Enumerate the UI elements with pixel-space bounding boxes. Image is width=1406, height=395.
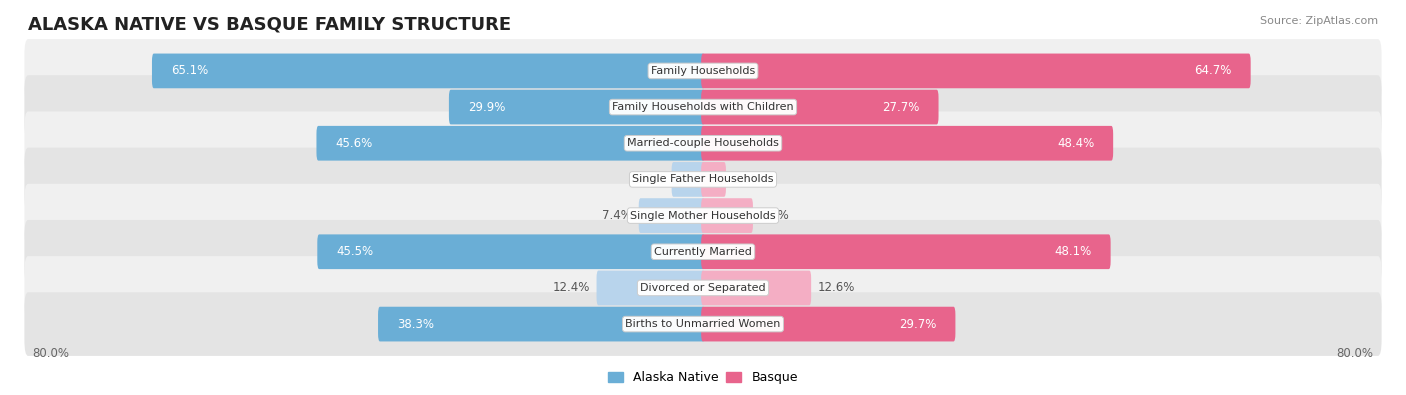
- Text: 5.7%: 5.7%: [759, 209, 789, 222]
- FancyBboxPatch shape: [318, 234, 704, 269]
- FancyBboxPatch shape: [672, 162, 704, 197]
- FancyBboxPatch shape: [24, 148, 1382, 211]
- Text: 3.5%: 3.5%: [636, 173, 665, 186]
- FancyBboxPatch shape: [702, 271, 811, 305]
- Text: Currently Married: Currently Married: [654, 247, 752, 257]
- FancyBboxPatch shape: [702, 162, 725, 197]
- FancyBboxPatch shape: [702, 234, 1111, 269]
- Text: Divorced or Separated: Divorced or Separated: [640, 283, 766, 293]
- Text: 45.6%: 45.6%: [335, 137, 373, 150]
- FancyBboxPatch shape: [702, 90, 939, 124]
- FancyBboxPatch shape: [24, 39, 1382, 103]
- Text: 80.0%: 80.0%: [32, 346, 69, 359]
- FancyBboxPatch shape: [449, 90, 704, 124]
- FancyBboxPatch shape: [152, 54, 704, 88]
- FancyBboxPatch shape: [702, 54, 1251, 88]
- FancyBboxPatch shape: [24, 184, 1382, 247]
- Text: 12.6%: 12.6%: [818, 281, 855, 294]
- Text: 48.1%: 48.1%: [1054, 245, 1092, 258]
- Text: 38.3%: 38.3%: [396, 318, 434, 331]
- FancyBboxPatch shape: [24, 256, 1382, 320]
- Text: 29.9%: 29.9%: [468, 101, 505, 114]
- Text: 29.7%: 29.7%: [900, 318, 936, 331]
- FancyBboxPatch shape: [24, 292, 1382, 356]
- FancyBboxPatch shape: [24, 75, 1382, 139]
- FancyBboxPatch shape: [702, 126, 1114, 161]
- Text: Family Households with Children: Family Households with Children: [612, 102, 794, 112]
- FancyBboxPatch shape: [638, 198, 704, 233]
- Text: Source: ZipAtlas.com: Source: ZipAtlas.com: [1260, 16, 1378, 26]
- Text: 45.5%: 45.5%: [336, 245, 373, 258]
- Text: 2.5%: 2.5%: [733, 173, 762, 186]
- FancyBboxPatch shape: [702, 198, 754, 233]
- Text: 65.1%: 65.1%: [170, 64, 208, 77]
- Text: 80.0%: 80.0%: [1337, 346, 1374, 359]
- FancyBboxPatch shape: [24, 220, 1382, 284]
- Text: 12.4%: 12.4%: [553, 281, 591, 294]
- Text: Births to Unmarried Women: Births to Unmarried Women: [626, 319, 780, 329]
- Text: ALASKA NATIVE VS BASQUE FAMILY STRUCTURE: ALASKA NATIVE VS BASQUE FAMILY STRUCTURE: [28, 16, 512, 34]
- FancyBboxPatch shape: [378, 307, 704, 341]
- Legend: Alaska Native, Basque: Alaska Native, Basque: [603, 367, 803, 389]
- Text: Single Mother Households: Single Mother Households: [630, 211, 776, 220]
- FancyBboxPatch shape: [596, 271, 704, 305]
- Text: Single Father Households: Single Father Households: [633, 175, 773, 184]
- Text: 64.7%: 64.7%: [1195, 64, 1232, 77]
- FancyBboxPatch shape: [702, 307, 956, 341]
- FancyBboxPatch shape: [316, 126, 704, 161]
- FancyBboxPatch shape: [24, 111, 1382, 175]
- Text: 7.4%: 7.4%: [602, 209, 633, 222]
- Text: Married-couple Households: Married-couple Households: [627, 138, 779, 148]
- Text: 48.4%: 48.4%: [1057, 137, 1094, 150]
- Text: Family Households: Family Households: [651, 66, 755, 76]
- Text: 27.7%: 27.7%: [883, 101, 920, 114]
